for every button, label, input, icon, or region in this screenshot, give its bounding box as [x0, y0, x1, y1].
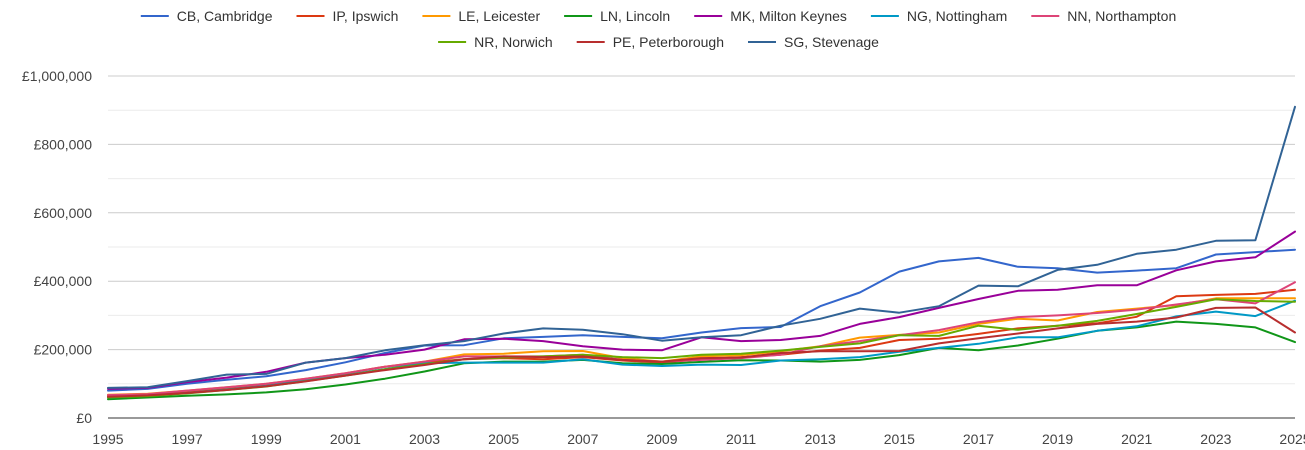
- x-tick-label: 2007: [567, 431, 598, 447]
- x-tick-label: 2001: [330, 431, 361, 447]
- y-tick-label: £200,000: [34, 342, 93, 358]
- x-tick-label: 1999: [251, 431, 282, 447]
- y-tick-label: £800,000: [34, 136, 93, 152]
- series-line: [107, 248, 1296, 392]
- legend-label: NG, Nottingham: [907, 8, 1007, 24]
- x-tick-label: 1995: [92, 431, 123, 447]
- legend-item[interactable]: PE, Peterborough: [576, 34, 724, 50]
- legend-label: IP, Ipswich: [333, 8, 399, 24]
- legend-item[interactable]: IP, Ipswich: [296, 8, 399, 24]
- x-tick-label: 2011: [726, 431, 756, 447]
- y-tick-label: £0: [76, 410, 92, 426]
- legend-label: SG, Stevenage: [784, 34, 879, 50]
- x-tick-label: 1997: [172, 431, 203, 447]
- legend-label: NN, Northampton: [1067, 8, 1176, 24]
- x-tick-label: 2017: [963, 431, 994, 447]
- y-axis-ticks: £0 £200,000 £400,000 £600,000 £800,000 £1,000…: [22, 68, 92, 426]
- legend-item[interactable]: LN, Lincoln: [564, 8, 670, 24]
- legend-item[interactable]: CB, Cambridge: [140, 8, 273, 24]
- x-tick-label: 2023: [1200, 431, 1231, 447]
- x-tick-label: 2019: [1042, 431, 1073, 447]
- series-line: [107, 306, 1296, 398]
- series-line: [107, 281, 1296, 397]
- legend-label: CB, Cambridge: [177, 8, 273, 24]
- series-line: [107, 288, 1296, 397]
- legend-label: LN, Lincoln: [600, 8, 670, 24]
- x-tick-label: 2021: [1121, 431, 1152, 447]
- y-tick-label: £400,000: [34, 273, 93, 289]
- legend-item[interactable]: NG, Nottingham: [870, 8, 1007, 24]
- legend-label: NR, Norwich: [474, 34, 553, 50]
- legend-item[interactable]: NR, Norwich: [438, 34, 553, 50]
- x-axis-ticks: 1995 1997 1999 2001 2003 2005 2007 2009 2011 2013…: [92, 431, 1305, 447]
- chart-legend: CB, Cambridge IP, Ipswich LE, Leicester LN,…: [140, 8, 1176, 50]
- x-tick-label: 2013: [805, 431, 836, 447]
- y-tick-label: £600,000: [34, 205, 93, 221]
- x-tick-label: 2009: [646, 431, 677, 447]
- legend-label: MK, Milton Keynes: [730, 8, 847, 24]
- legend-item[interactable]: LE, Leicester: [422, 8, 540, 24]
- x-tick-label: 2005: [488, 431, 519, 447]
- series-line: [107, 297, 1296, 396]
- series-lines: [107, 105, 1296, 401]
- legend-item[interactable]: MK, Milton Keynes: [694, 8, 847, 24]
- y-tick-label: £1,000,000: [22, 68, 92, 84]
- x-tick-label: 2025: [1279, 431, 1305, 447]
- legend-label: PE, Peterborough: [613, 34, 724, 50]
- series-line: [107, 105, 1296, 389]
- x-tick-label: 2003: [409, 431, 440, 447]
- gridlines: [108, 75, 1295, 419]
- x-tick-label: 2015: [884, 431, 915, 447]
- legend-label: LE, Leicester: [458, 8, 540, 24]
- legend-item[interactable]: NN, Northampton: [1031, 8, 1176, 24]
- legend-item[interactable]: SG, Stevenage: [748, 34, 879, 50]
